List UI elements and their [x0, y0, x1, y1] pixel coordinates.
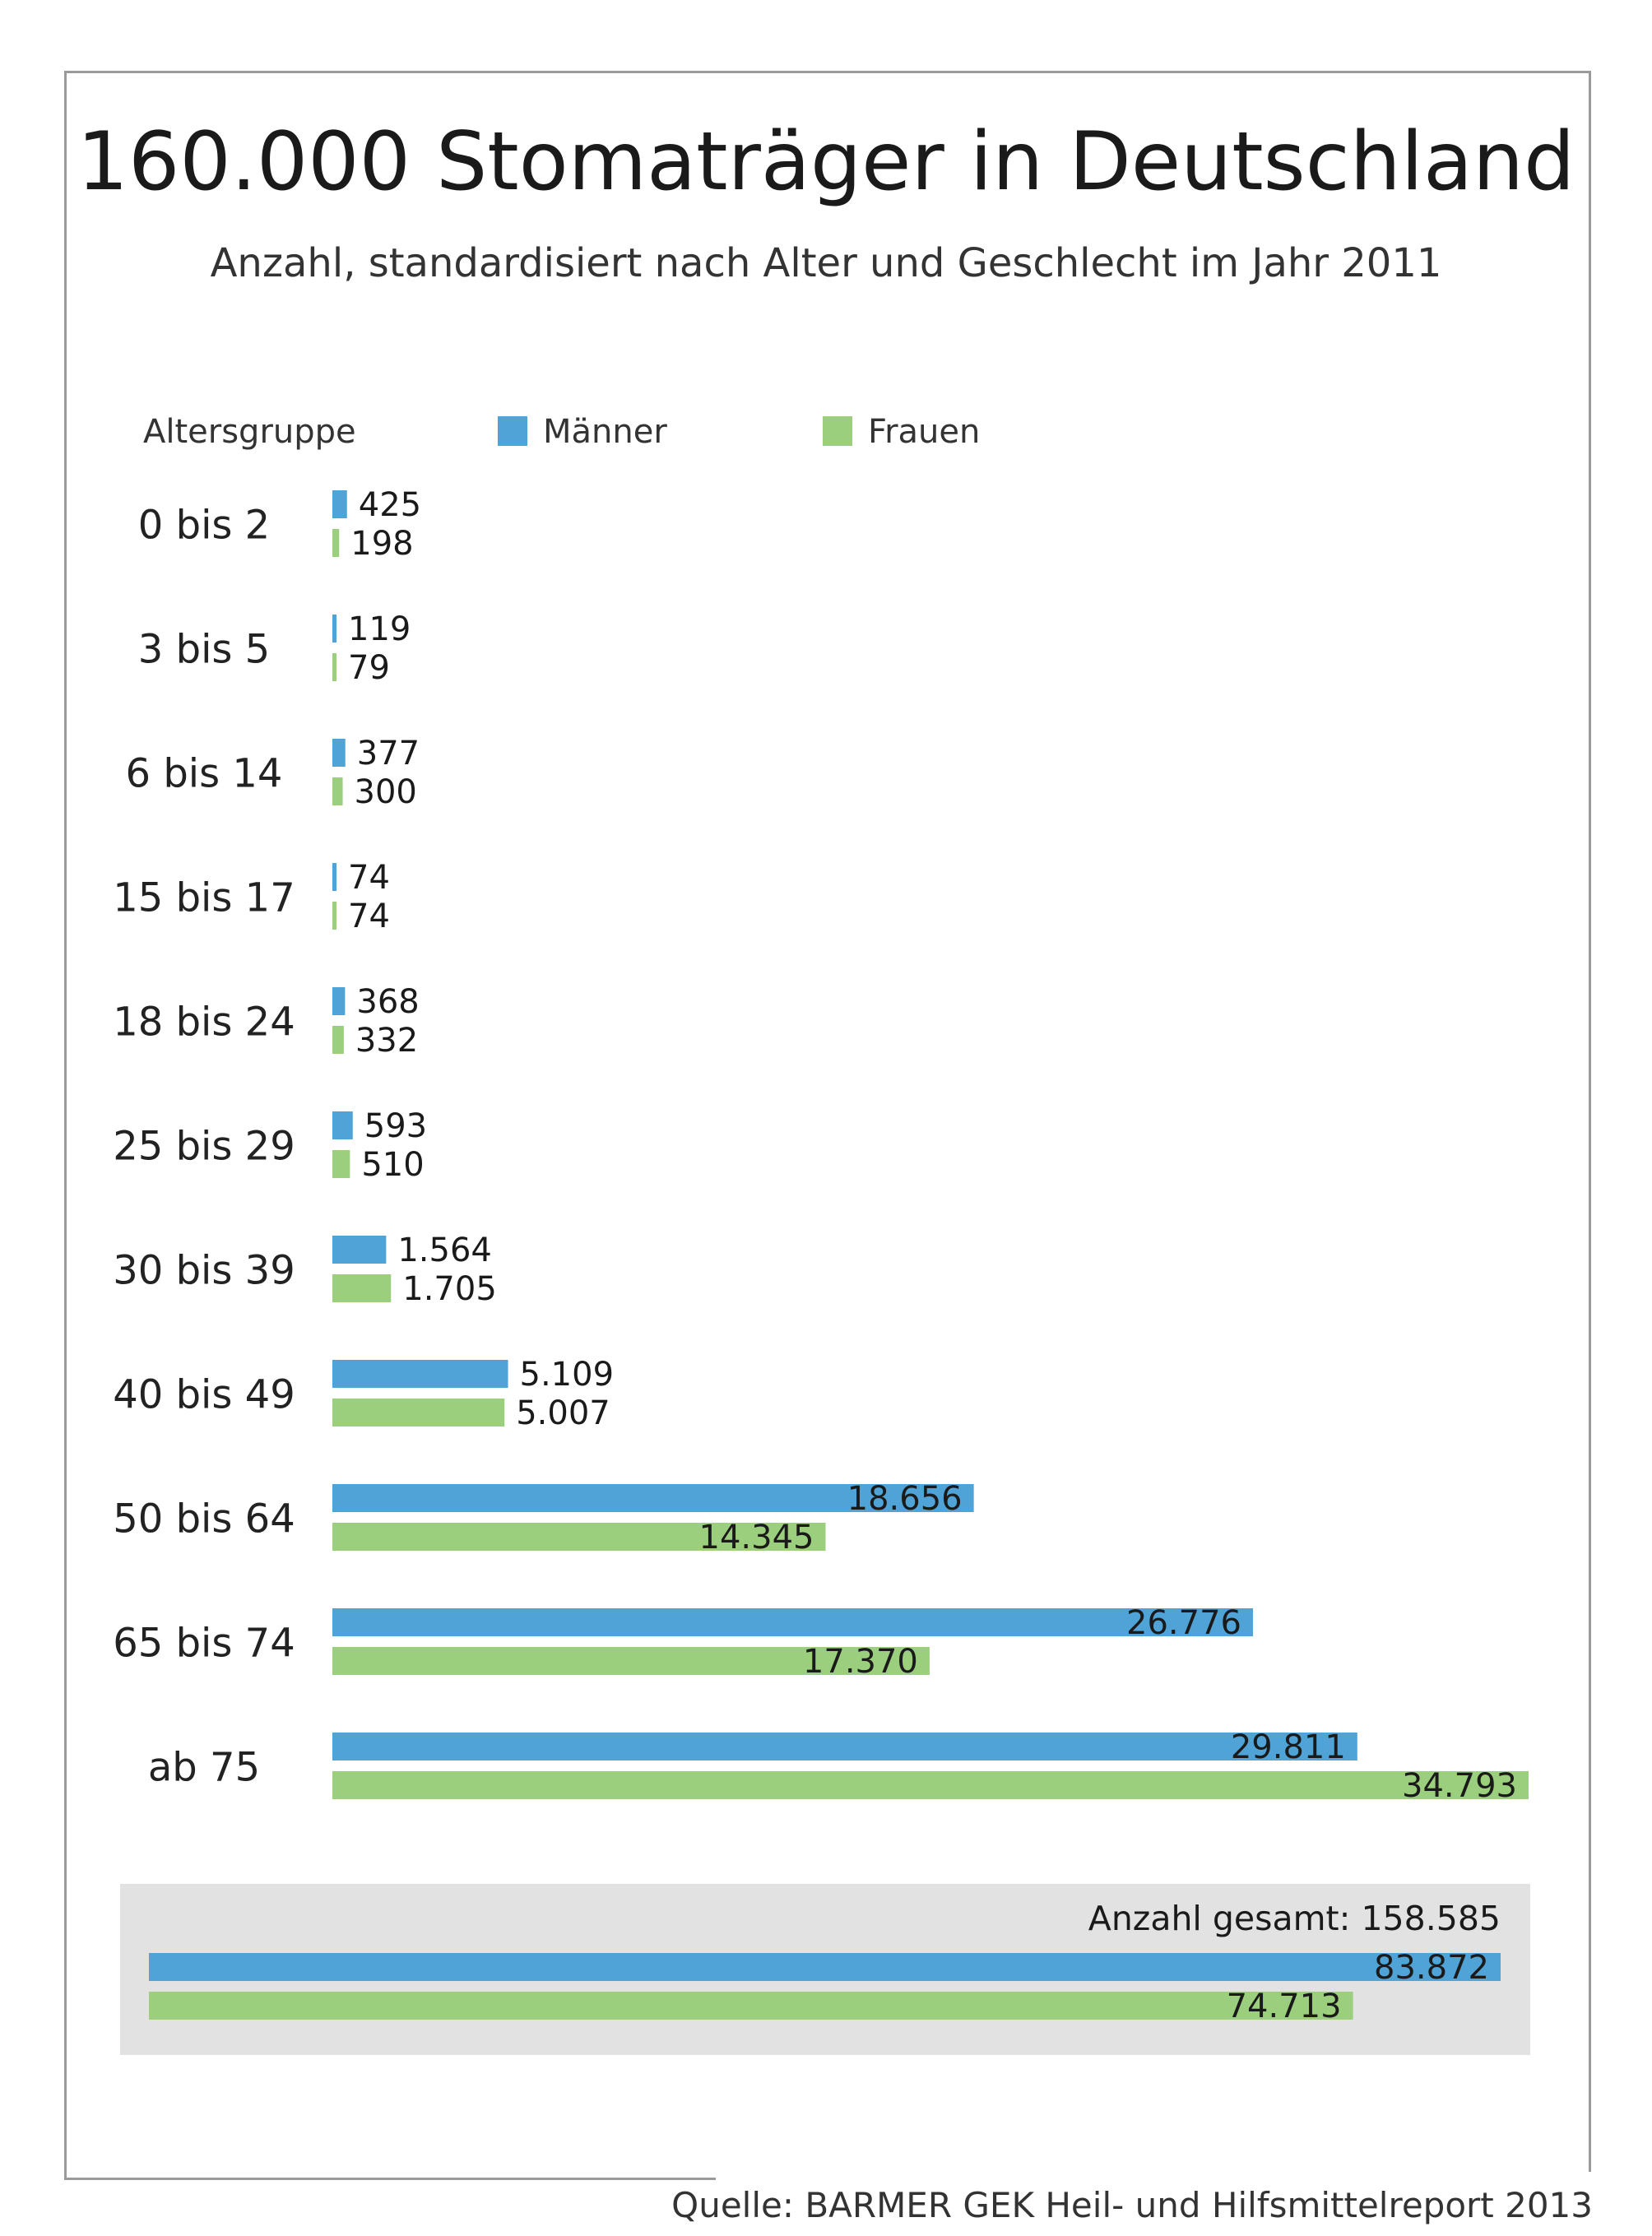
- bar-men: [332, 1236, 387, 1264]
- bar-men: [332, 987, 346, 1015]
- data-label-men: 377: [357, 735, 420, 772]
- total-label-men: 83.872: [1374, 1949, 1489, 1987]
- category-label: 3 bis 5: [138, 627, 270, 673]
- bar-women: [332, 1150, 350, 1178]
- category-label: 25 bis 29: [113, 1124, 295, 1170]
- bar-men: [332, 1360, 508, 1388]
- bar-men: [332, 615, 336, 643]
- total-bar-men: [149, 1953, 1501, 1981]
- bar-men: [332, 1484, 974, 1512]
- bar-women: [332, 1523, 826, 1551]
- data-label-women: 79: [348, 649, 390, 687]
- total-bar-women: [149, 1992, 1353, 2020]
- data-label-women: 14.345: [699, 1519, 814, 1556]
- data-label-men: 29.811: [1231, 1728, 1346, 1766]
- data-label-men: 593: [364, 1107, 427, 1145]
- chart-title: 160.000 Stomaträger in Deutschland: [77, 115, 1575, 209]
- legend-label-men: Männer: [543, 413, 667, 451]
- total-label-women: 74.713: [1227, 1988, 1342, 2025]
- data-label-women: 198: [350, 525, 413, 563]
- category-label: 30 bis 39: [113, 1248, 295, 1294]
- bar-women: [332, 1274, 392, 1302]
- data-label-women: 300: [355, 773, 417, 811]
- data-label-women: 1.705: [402, 1270, 497, 1308]
- bar-men: [332, 490, 347, 518]
- data-label-men: 368: [356, 983, 419, 1021]
- bar-women: [332, 1026, 344, 1054]
- bar-women: [332, 529, 340, 557]
- legend-swatch-men: [498, 416, 527, 446]
- bar-men: [332, 739, 346, 767]
- category-label: 18 bis 24: [113, 1000, 295, 1046]
- summary-total-label: Anzahl gesamt: 158.585: [1088, 1899, 1501, 1938]
- data-label-men: 119: [348, 610, 411, 648]
- source-note: Quelle: BARMER GEK Heil- und Hilfsmittel…: [666, 2185, 1593, 2225]
- bar-women: [332, 902, 336, 930]
- category-label: 0 bis 2: [138, 503, 270, 549]
- bar-women: [332, 777, 343, 805]
- data-label-men: 5.109: [520, 1356, 615, 1394]
- data-label-men: 74: [348, 859, 390, 897]
- category-label: ab 75: [148, 1745, 260, 1791]
- data-label-women: 34.793: [1402, 1767, 1517, 1805]
- category-label: 6 bis 14: [126, 751, 283, 797]
- data-label-women: 74: [348, 898, 390, 935]
- data-label-men: 1.564: [397, 1232, 492, 1269]
- legend-group-label: Altersgruppe: [143, 413, 356, 451]
- bar-men: [332, 863, 336, 891]
- data-label-women: 5.007: [516, 1394, 610, 1432]
- data-label-men: 18.656: [847, 1480, 963, 1518]
- data-label-men: 425: [359, 486, 421, 524]
- data-label-women: 510: [361, 1146, 424, 1184]
- bar-men: [332, 1608, 1253, 1636]
- category-label: 15 bis 17: [113, 875, 295, 921]
- bar-women: [332, 1399, 505, 1426]
- bar-women: [332, 653, 336, 681]
- bar-men: [332, 1111, 353, 1139]
- legend-swatch-women: [823, 416, 852, 446]
- bar-men: [332, 1733, 1357, 1761]
- bar-women: [332, 1771, 1529, 1799]
- category-label: 65 bis 74: [113, 1621, 295, 1667]
- bar-women: [332, 1647, 930, 1675]
- frame-gap: [716, 2172, 1596, 2188]
- category-label: 40 bis 49: [113, 1372, 295, 1418]
- category-label: 50 bis 64: [113, 1496, 295, 1542]
- data-label-women: 17.370: [803, 1643, 918, 1681]
- chart-subtitle: Anzahl, standardisiert nach Alter und Ge…: [210, 240, 1442, 286]
- data-label-men: 26.776: [1126, 1604, 1241, 1642]
- data-label-women: 332: [355, 1022, 418, 1060]
- legend-label-women: Frauen: [868, 413, 981, 451]
